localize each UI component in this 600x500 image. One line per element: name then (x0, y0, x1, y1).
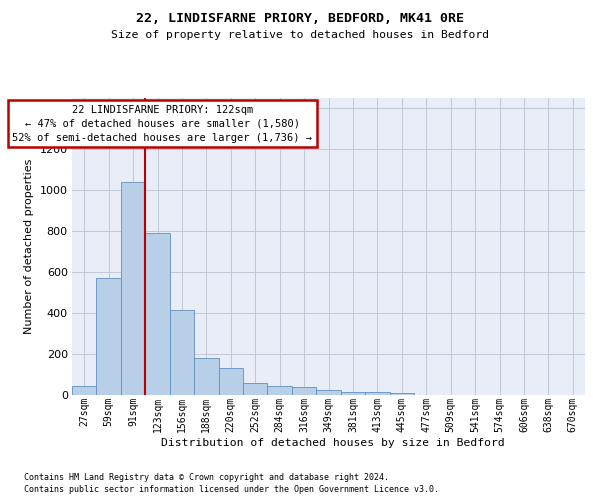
Bar (121, 182, 145, 395)
Bar (145, 233, 170, 395)
Y-axis label: Number of detached properties: Number of detached properties (24, 158, 34, 334)
Bar (365, 392, 389, 395)
Bar (316, 390, 341, 395)
Bar (194, 358, 218, 395)
Bar (218, 368, 243, 395)
Text: Size of property relative to detached houses in Bedford: Size of property relative to detached ho… (111, 30, 489, 40)
Bar (170, 310, 194, 395)
Text: 22, LINDISFARNE PRIORY, BEDFORD, MK41 0RE: 22, LINDISFARNE PRIORY, BEDFORD, MK41 0R… (136, 12, 464, 26)
Bar (341, 392, 365, 395)
Bar (292, 387, 316, 395)
Text: Distribution of detached houses by size in Bedford: Distribution of detached houses by size … (161, 438, 505, 448)
Bar (97, 278, 121, 395)
Bar (268, 386, 292, 395)
Text: Contains HM Land Registry data © Crown copyright and database right 2024.: Contains HM Land Registry data © Crown c… (24, 472, 389, 482)
Bar (72, 386, 97, 395)
Bar (243, 384, 268, 395)
Text: Contains public sector information licensed under the Open Government Licence v3: Contains public sector information licen… (24, 485, 439, 494)
Text: 22 LINDISFARNE PRIORY: 122sqm
← 47% of detached houses are smaller (1,580)
52% o: 22 LINDISFARNE PRIORY: 122sqm ← 47% of d… (13, 104, 313, 142)
Bar (389, 394, 414, 395)
